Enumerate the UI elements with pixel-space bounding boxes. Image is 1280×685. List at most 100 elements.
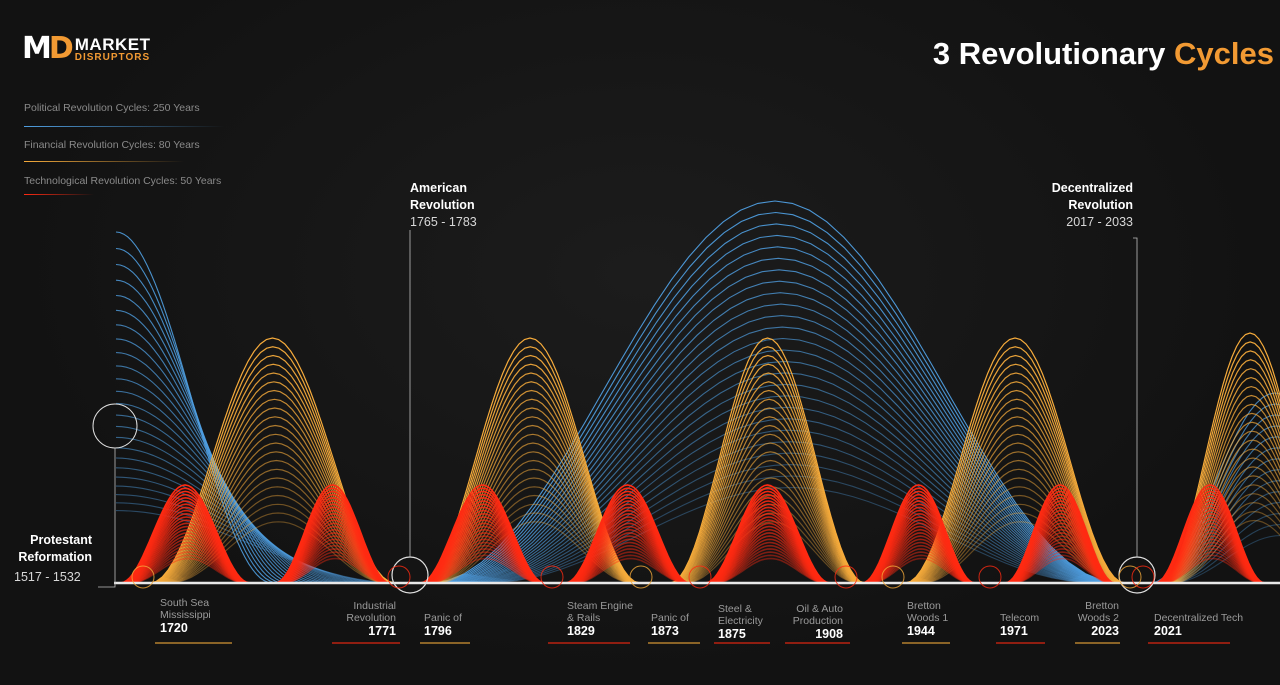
- protestant-marker: [92, 403, 138, 449]
- technological-wave-4-line: [574, 551, 687, 584]
- legend-technological-swatch: [24, 194, 94, 195]
- political-wave-2-line: [432, 211, 1120, 584]
- financial-wave-3-line: [675, 407, 863, 584]
- event-decentralized-tech: Decentralized Tech 2021: [1154, 612, 1244, 638]
- financial-wave-5-line: [1174, 519, 1280, 584]
- logo-line2: DISRUPTORS: [74, 51, 151, 63]
- financial-wave-1-line: [167, 503, 388, 584]
- financial-wave-3-line: [670, 346, 865, 584]
- political-wave-1-line: [115, 447, 362, 584]
- event-marker-9: [1118, 565, 1142, 589]
- technological-wave-8-line: [1154, 484, 1266, 584]
- technological-wave-4-line: [574, 554, 687, 584]
- legend-financial: Financial Revolution Cycles: 80 Years: [24, 139, 200, 151]
- technological-wave-3: [419, 484, 546, 584]
- political-wave-2-line: [445, 280, 1114, 584]
- event-marker-10: [1131, 565, 1155, 589]
- legend-technological: Technological Revolution Cycles: 50 Year…: [24, 175, 222, 187]
- technological-wave-7-line: [1013, 554, 1112, 584]
- brand-logo: MD MARKET DISRUPTORS: [22, 34, 150, 64]
- political-wave-2-line: [434, 223, 1119, 584]
- technological-wave-6-line: [861, 484, 976, 584]
- technological-wave-8-line: [1163, 557, 1262, 584]
- technological-wave-4: [564, 484, 691, 584]
- technological-wave-5-line: [714, 551, 827, 584]
- technological-wave-5-line: [704, 484, 831, 584]
- political-wave-2-line: [478, 452, 1101, 584]
- political-wave-2-line: [440, 257, 1116, 584]
- legend-financial-swatch: [24, 161, 184, 162]
- financial-wave-3-line: [681, 468, 861, 584]
- financial-wave-5-line: [1173, 510, 1280, 584]
- political-wave-1-line: [115, 352, 317, 584]
- logo-mark: MD: [22, 31, 74, 66]
- political-wave-1-line: [115, 309, 301, 584]
- political-wave-1-line: [115, 324, 306, 584]
- event-oil-auto: Oil & Auto Production 1908: [792, 603, 843, 641]
- financial-wave-3-line: [674, 389, 864, 584]
- event-marker-4: [629, 565, 653, 589]
- technological-wave-4-line: [564, 484, 691, 584]
- event-marker-5: [688, 565, 712, 589]
- protestant-title: Protestant Reformation: [18, 533, 92, 564]
- technological-wave-2-line: [283, 554, 387, 584]
- event-steel-electricity: Steel & Electricity 1875: [718, 603, 763, 641]
- technological-wave-1-line: [129, 551, 247, 584]
- political-wave-3-line: [1168, 523, 1280, 584]
- political-wave-1-line: [115, 457, 367, 584]
- technological-wave-3-line: [429, 554, 542, 584]
- political-wave-1-line: [115, 365, 323, 584]
- financial-wave-1-line: [164, 477, 390, 584]
- political-wave-2-line: [458, 349, 1109, 584]
- decentralized-marker: [1118, 556, 1156, 594]
- financial-wave-3-line: [676, 416, 863, 584]
- technological-wave-3-line: [429, 551, 542, 584]
- technological-wave-3-line: [419, 484, 546, 584]
- financial-wave-3-line: [669, 337, 866, 584]
- political-wave-2-line: [456, 337, 1110, 584]
- logo-wordmark: MARKET DISRUPTORS: [75, 36, 151, 63]
- decentralized-years: 2017 - 2033: [1066, 215, 1133, 229]
- protestant-leader: [98, 448, 116, 588]
- political-wave-2-line: [449, 303, 1113, 584]
- decentralized-title: Decentralized Revolution: [1051, 181, 1133, 212]
- financial-wave-5-line: [1170, 475, 1280, 584]
- financial-wave-3-line: [678, 442, 862, 584]
- political-wave-2-line: [465, 383, 1106, 584]
- event-steam-engine: Steam Engine & Rails 1829: [567, 600, 633, 638]
- legend-political-swatch: [24, 126, 224, 127]
- technological-wave-7-line: [1013, 557, 1112, 584]
- political-wave-2: [429, 200, 1121, 584]
- financial-wave-1-line: [165, 486, 389, 584]
- political-wave-2-line: [480, 464, 1100, 584]
- financial-wave-3-line: [675, 398, 864, 584]
- political-wave-1-line: [115, 467, 373, 584]
- financial-wave-3-line: [673, 381, 864, 584]
- technological-wave-5: [704, 484, 831, 584]
- technological-wave-6-line: [870, 554, 972, 584]
- political-wave-3-line: [1166, 513, 1280, 584]
- political-wave-2-line: [438, 246, 1117, 584]
- event-marker-6: [834, 565, 858, 589]
- decentralized-leader: [1133, 237, 1138, 557]
- political-wave-3-line: [1169, 535, 1280, 584]
- financial-wave-3-line: [672, 372, 864, 584]
- event-bretton-woods-1: Bretton Woods 1 1944: [907, 600, 949, 638]
- political-wave-2-line: [443, 269, 1115, 584]
- legend-political: Political Revolution Cycles: 250 Years: [24, 102, 200, 114]
- technological-wave-8: [1154, 484, 1266, 584]
- technological-wave-4-line: [574, 557, 687, 584]
- financial-wave-3-line: [671, 354, 865, 584]
- technological-wave-6-line: [870, 557, 972, 584]
- technological-wave-7: [1004, 484, 1116, 584]
- logo-line1: MARKET: [74, 34, 151, 54]
- financial-wave-5-line: [1172, 493, 1280, 584]
- technological-wave-2: [274, 484, 391, 584]
- financial-wave-1-line: [168, 512, 388, 584]
- political-wave-2-line: [471, 418, 1104, 584]
- technological-wave-3-line: [429, 557, 542, 584]
- technological-wave-1-line: [129, 554, 247, 584]
- event-panic-1873: Panic of 1873: [651, 612, 689, 638]
- political-wave-1-line: [115, 425, 351, 584]
